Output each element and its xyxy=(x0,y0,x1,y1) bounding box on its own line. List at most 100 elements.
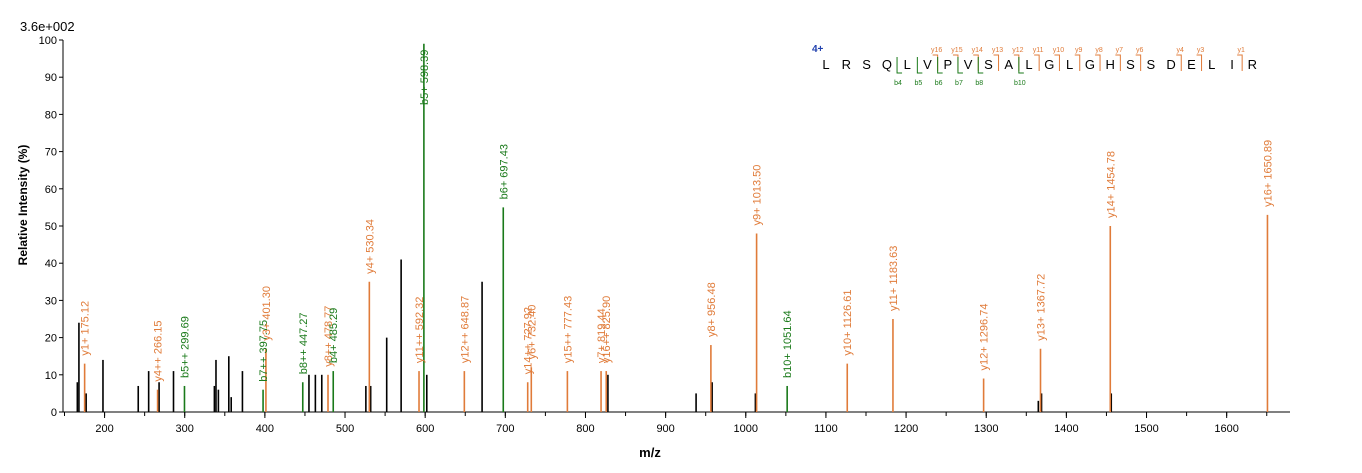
x-tick-label: 1400 xyxy=(1054,423,1078,435)
b-ion-label: b10 xyxy=(1014,80,1026,87)
peak-label: y14+ 1454.78 xyxy=(1105,151,1117,218)
y-ion-bracket xyxy=(1074,54,1081,71)
y-ion-label: y6 xyxy=(1136,47,1144,54)
y-ion-bracket xyxy=(1237,54,1243,71)
x-tick-label: 1500 xyxy=(1134,423,1158,435)
x-tick-label: 400 xyxy=(256,423,274,435)
sequence-residue: L xyxy=(904,57,911,72)
sequence-residue: R xyxy=(842,57,851,72)
peak-label: y4++ 266.15 xyxy=(153,321,165,382)
y-ion-label: y13 xyxy=(992,47,1003,54)
y-tick-label: 80 xyxy=(45,109,57,121)
b-ion-label: b6 xyxy=(935,80,943,87)
sequence-residue: S xyxy=(1146,57,1155,72)
peak-label: y3+ 401.30 xyxy=(261,286,273,341)
b-ion-bracket xyxy=(957,57,963,74)
b-ion-label: b7 xyxy=(955,80,963,87)
x-tick-label: 800 xyxy=(576,423,594,435)
peak-label: b5++ 299.69 xyxy=(179,316,191,378)
y-ion-bracket xyxy=(1054,54,1060,71)
sequence-residue: L xyxy=(1066,57,1073,72)
peak-label: y10+ 1126.61 xyxy=(842,289,854,355)
peak-label: y12+ 1296.74 xyxy=(979,304,991,371)
sequence-residue: E xyxy=(1187,57,1196,72)
peak-label: b4+ 485.29 xyxy=(328,308,340,363)
peak-label: b5+ 598.39 xyxy=(419,50,431,105)
b-ion-label: b8 xyxy=(975,80,983,87)
peak-label: y15++ 777.43 xyxy=(562,296,574,363)
peak-label: y13+ 1367.72 xyxy=(1036,274,1048,341)
peak-label: b10+ 1051.64 xyxy=(782,310,794,378)
sequence-residue: A xyxy=(1004,57,1013,72)
peak-label: y11+ 1183.63 xyxy=(888,246,900,311)
x-tick-label: 900 xyxy=(656,423,674,435)
x-tick-label: 1200 xyxy=(894,423,918,435)
y-ion-bracket xyxy=(1135,54,1142,71)
x-tick-label: 300 xyxy=(176,423,194,435)
x-tick-label: 200 xyxy=(95,423,113,435)
sequence-residue: L xyxy=(822,57,829,72)
y-ion-bracket xyxy=(1176,54,1182,71)
peak-label: y1+ 175.12 xyxy=(80,301,92,356)
sequence-residue: R xyxy=(1248,57,1257,72)
sequence-residue: S xyxy=(862,57,871,72)
y-ion-label: y16 xyxy=(931,47,942,54)
y-tick-label: 20 xyxy=(45,333,57,345)
peak-label: y8++ 478.77 xyxy=(323,306,335,367)
b-ion-bracket xyxy=(896,57,903,74)
peak-label: y14++ 727.92 xyxy=(523,307,535,374)
y-ion-label: y3 xyxy=(1197,47,1205,54)
peak-label: b6+ 697.43 xyxy=(498,144,510,199)
y-ion-label: y8 xyxy=(1095,47,1103,54)
peak-label: y8+ 956.48 xyxy=(706,282,718,337)
b-ion-label: b5 xyxy=(914,80,922,87)
y-ion-label: y10 xyxy=(1053,47,1064,54)
b-ion-bracket xyxy=(937,57,943,74)
y-ion-bracket xyxy=(1196,54,1203,71)
y-tick-label: 100 xyxy=(39,35,57,47)
b-ion-label: b4 xyxy=(894,80,902,87)
y-ion-bracket xyxy=(932,54,939,71)
peak-label: y7+ 819.44 xyxy=(596,308,608,363)
y-ion-bracket xyxy=(993,54,1000,71)
sequence-residue: Q xyxy=(882,57,892,72)
y-tick-label: 60 xyxy=(45,184,57,196)
y-axis-title: Relative Intensity (%) xyxy=(16,145,30,266)
sequence-residue: V xyxy=(964,57,973,72)
y-ion-label: y11 xyxy=(1033,47,1044,54)
y-tick-label: 30 xyxy=(45,295,57,307)
y-ion-bracket xyxy=(952,54,959,71)
peak-label: y16++ 825.90 xyxy=(601,296,613,363)
max-intensity-label: 3.6e+002 xyxy=(20,19,75,34)
y-tick-label: 90 xyxy=(45,72,57,84)
b-ion-bracket xyxy=(916,57,923,74)
sequence-residue: D xyxy=(1166,57,1175,72)
y-ion-label: y15 xyxy=(951,47,962,54)
peak-label: y6+ 732.40 xyxy=(526,305,538,360)
sequence-residue: H xyxy=(1106,57,1115,72)
y-tick-label: 10 xyxy=(45,370,57,382)
peak-label: b7++ 397.75 xyxy=(258,320,270,382)
x-tick-label: 1000 xyxy=(734,423,758,435)
x-tick-label: 1100 xyxy=(814,423,838,435)
y-ion-bracket xyxy=(1115,54,1121,71)
peak-label: y9+ 1013.50 xyxy=(752,165,764,226)
sequence-residue: L xyxy=(1025,57,1032,72)
b-ion-bracket xyxy=(1018,57,1024,74)
y-tick-label: 50 xyxy=(45,221,57,233)
b-ion-bracket xyxy=(977,57,984,74)
sequence-residue: G xyxy=(1085,57,1095,72)
sequence-residue: S xyxy=(1126,57,1135,72)
x-tick-label: 1300 xyxy=(974,423,998,435)
y-ion-bracket xyxy=(973,54,979,71)
sequence-residue: V xyxy=(923,57,932,72)
peak-label: y11++ 592.32 xyxy=(414,297,426,363)
x-tick-label: 700 xyxy=(496,423,514,435)
x-tick-label: 1600 xyxy=(1214,423,1238,435)
y-ion-label: y12 xyxy=(1012,47,1023,54)
y-ion-label: y7 xyxy=(1116,47,1124,54)
y-ion-label: y9 xyxy=(1075,47,1083,54)
x-axis-title: m/z xyxy=(639,445,661,460)
sequence-residue: P xyxy=(943,57,952,72)
